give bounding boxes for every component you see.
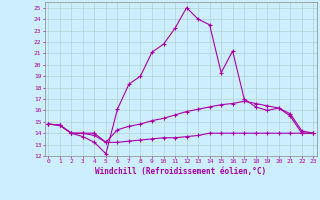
X-axis label: Windchill (Refroidissement éolien,°C): Windchill (Refroidissement éolien,°C) [95,167,266,176]
